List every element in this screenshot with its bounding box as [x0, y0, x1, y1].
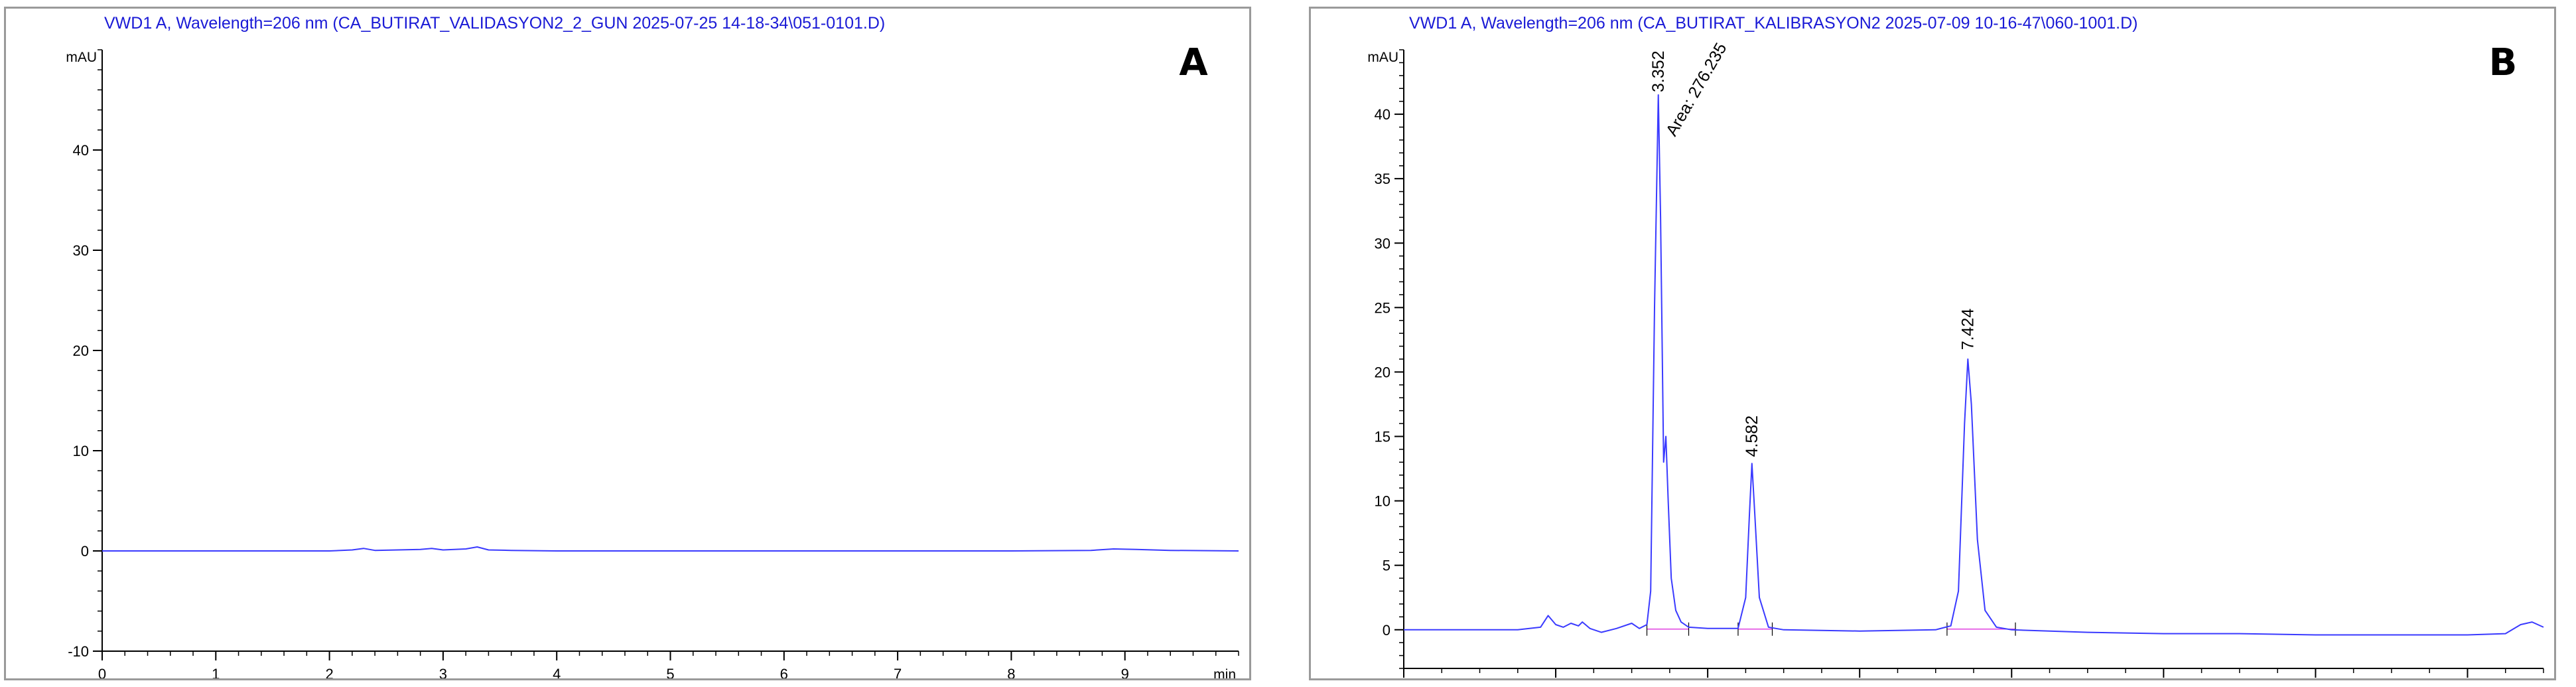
- y-tick-label: 20: [73, 343, 89, 359]
- peak-retention-label: 3.352: [1649, 50, 1668, 92]
- x-tick-label: 9: [1121, 666, 1129, 678]
- chart-a-svg: VWD1 A, Wavelength=206 nm (CA_BUTIRAT_VA…: [66, 14, 1239, 678]
- x-tick-label: 2: [325, 666, 333, 678]
- y-tick-label: 25: [1375, 299, 1390, 316]
- signal-trace: [102, 546, 1239, 552]
- y-tick-label: 10: [1375, 493, 1390, 510]
- y-tick-label: 5: [1383, 558, 1390, 574]
- signal-trace: [1404, 94, 2544, 636]
- y-tick-label: 15: [1375, 429, 1390, 445]
- y-tick-label: 20: [1375, 364, 1390, 380]
- y-tick-label: -10: [68, 643, 89, 660]
- y-tick-label: 30: [73, 242, 89, 259]
- chart-b-svg: VWD1 A, Wavelength=206 nm (CA_BUTIRAT_KA…: [1367, 14, 2544, 678]
- x-tick-label: 6: [780, 666, 788, 678]
- y-tick-label: 10: [73, 443, 89, 459]
- y-tick-label: 40: [73, 142, 89, 159]
- chart-a-header: VWD1 A, Wavelength=206 nm (CA_BUTIRAT_VA…: [104, 14, 885, 33]
- x-tick-label: 7: [894, 666, 902, 678]
- x-tick-label: 8: [1007, 666, 1015, 678]
- panel-letter-a: A: [1179, 41, 1208, 84]
- panel-letter-b: B: [2489, 41, 2518, 84]
- x-tick-label: 3: [439, 666, 447, 678]
- peak-area-label: Area: 276.235: [1662, 40, 1731, 139]
- y-axis-unit: mAU: [66, 50, 97, 65]
- x-tick-label: 4: [553, 666, 561, 678]
- peak-retention-label: 4.582: [1743, 416, 1761, 457]
- y-tick-label: 40: [1375, 106, 1390, 123]
- chromatogram-panel-b: VWD1 A, Wavelength=206 nm (CA_BUTIRAT_KA…: [1309, 7, 2556, 680]
- x-tick-label: 1: [212, 666, 220, 678]
- y-tick-label: 0: [1383, 622, 1390, 639]
- chromatogram-panel-a: VWD1 A, Wavelength=206 nm (CA_BUTIRAT_VA…: [4, 7, 1251, 680]
- peak-retention-label: 7.424: [1958, 309, 1977, 350]
- x-tick-label: 0: [98, 666, 106, 678]
- x-axis-unit: min: [1213, 667, 1236, 678]
- y-axis-unit: mAU: [1367, 50, 1398, 65]
- x-tick-label: 5: [666, 666, 674, 678]
- y-tick-label: 35: [1375, 171, 1390, 187]
- chart-b-header: VWD1 A, Wavelength=206 nm (CA_BUTIRAT_KA…: [1409, 14, 2137, 33]
- y-tick-label: 30: [1375, 235, 1390, 252]
- y-tick-label: 0: [81, 543, 89, 560]
